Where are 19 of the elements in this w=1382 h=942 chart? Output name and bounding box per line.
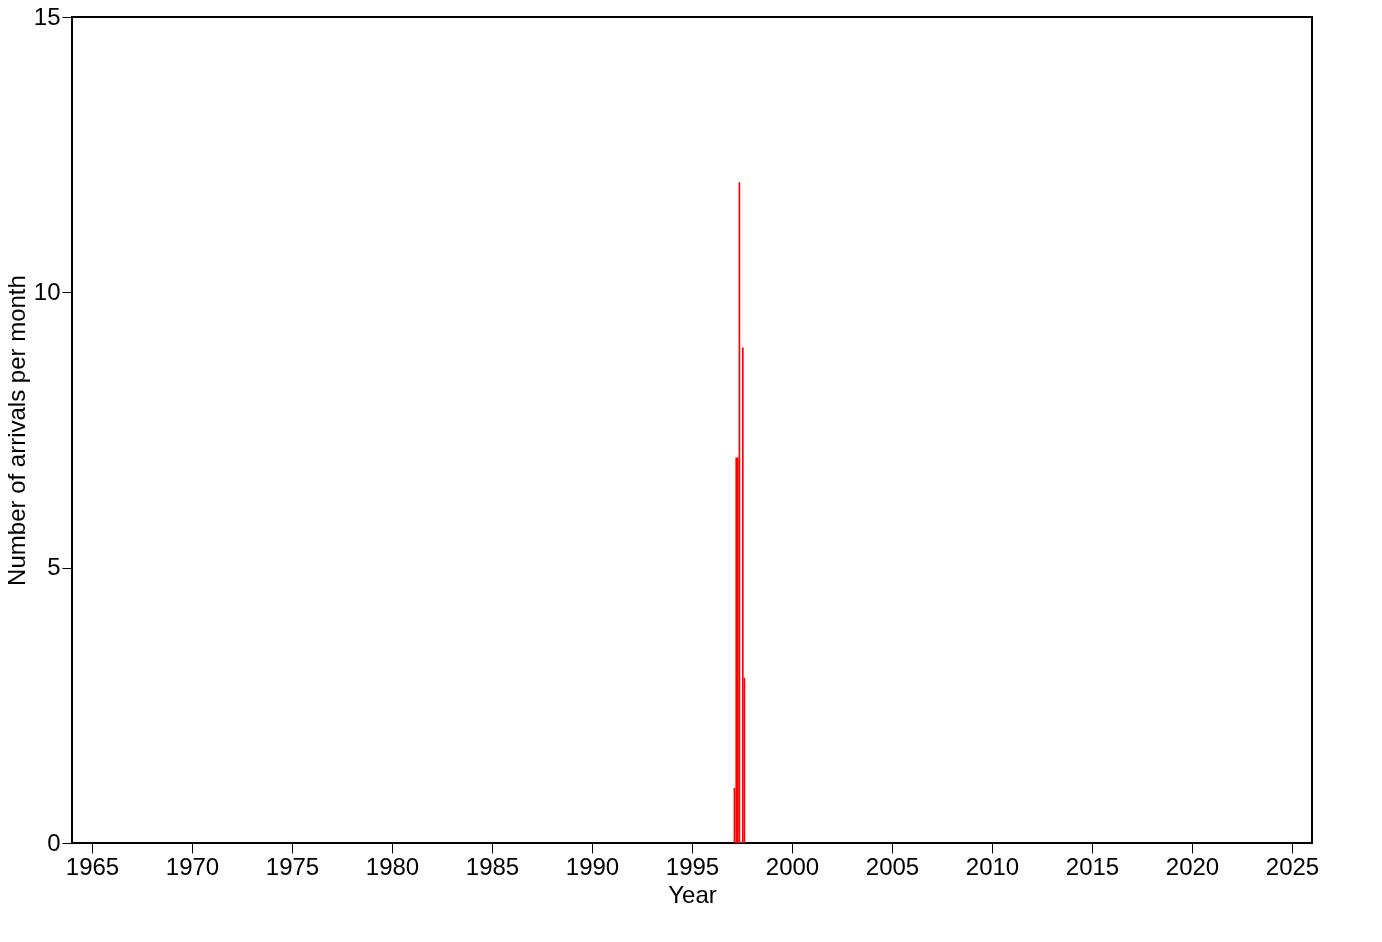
y-tick-label: 15 (33, 2, 61, 30)
x-tick-label: 2005 (865, 852, 920, 880)
y-tick-label: 5 (47, 553, 61, 581)
y-tick-label: 10 (33, 277, 61, 305)
x-tick-label: 2010 (965, 852, 1020, 880)
x-tick-label: 1985 (465, 852, 520, 880)
y-axis-title: Number of arrivals per month (2, 275, 30, 586)
x-tick-label: 1995 (665, 852, 720, 880)
x-tick-label: 1975 (265, 852, 320, 880)
x-tick-label: 1965 (65, 852, 120, 880)
x-tick-label: 1970 (165, 852, 220, 880)
x-tick-label: 2015 (1065, 852, 1120, 880)
x-tick-label: 2000 (765, 852, 820, 880)
y-tick-label: 0 (47, 828, 61, 856)
x-tick-label: 1990 (565, 852, 620, 880)
x-tick-label: 2020 (1165, 852, 1220, 880)
x-tick-label: 1980 (365, 852, 420, 880)
x-tick-label: 2025 (1265, 852, 1320, 880)
x-axis-title: Year (668, 880, 717, 908)
